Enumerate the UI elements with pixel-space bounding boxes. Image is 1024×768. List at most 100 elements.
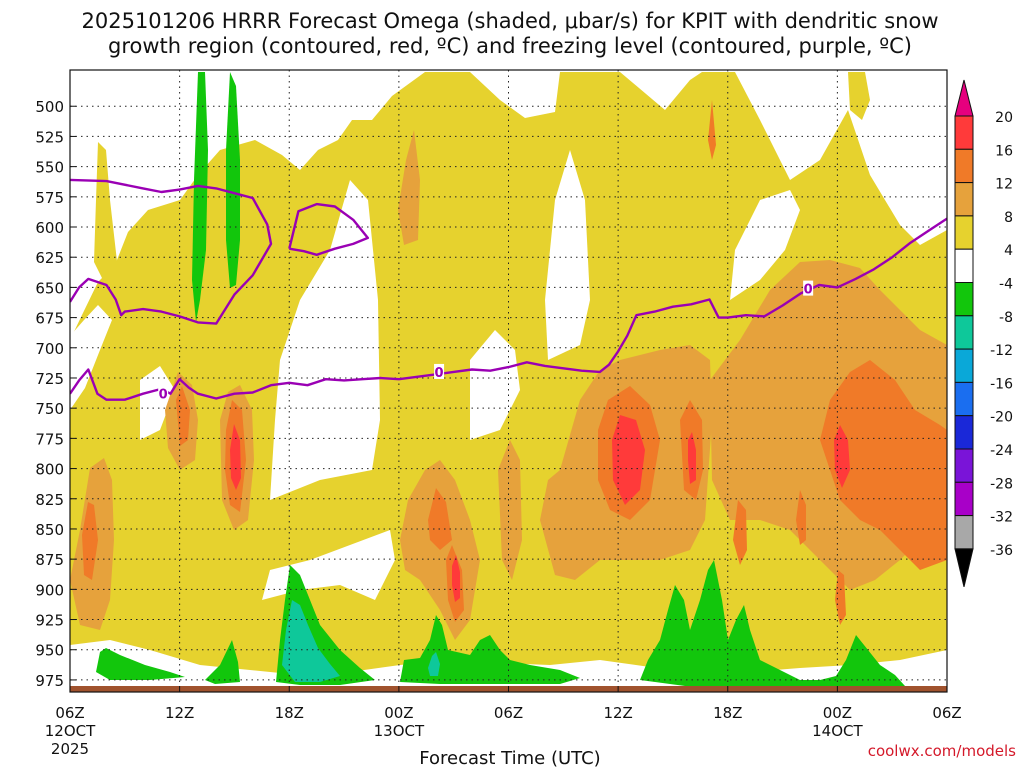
omega-shade [452,555,460,602]
x-tick-label: 00Z [384,704,413,722]
grid-lines [70,70,947,692]
freezing-level-label: 0 [159,388,168,403]
omega-shade [428,652,440,676]
omega-shade [428,488,452,550]
chart-title-line-2: growth region (contoured, red, ºC) and f… [108,34,912,58]
freezing-label-bg [434,363,445,379]
colorbar-swatch [954,148,974,184]
colorbar-swatch [954,182,974,217]
y-tick-label: 825 [35,491,64,509]
omega-gap [270,180,380,500]
x-tick-label: 06Z [932,704,961,722]
omega-shade [398,130,420,245]
freezing-level-label: 0 [804,283,813,298]
colorbar-swatch [954,215,974,250]
x-tick-label: 18Z [713,704,742,722]
credit-text: coolwx.com/models [868,742,1016,760]
freezing-label-bg [158,385,169,401]
x-axis-title: Forecast Time (UTC) [419,748,600,768]
colorbar-swatch [954,115,974,150]
freezing-label-bg [803,280,814,296]
colorbar-level-label: -32 [990,510,1013,526]
colorbar-level-label: -36 [990,543,1013,559]
omega-shade [400,615,580,684]
omega-shade [835,570,846,625]
colorbar-level-label: -28 [990,476,1013,492]
y-tick-label: 875 [35,551,64,569]
omega-shade [848,72,870,120]
colorbar-swatch [954,282,974,317]
omega-shade [96,648,185,680]
x-tick-label: 06Z [494,704,523,722]
freezing-level-pocket [288,202,369,256]
x-tick-label: 12Z [603,704,632,722]
omega-shade [733,500,747,565]
y-tick-label: 850 [35,521,64,539]
y-tick-label: 675 [35,310,64,328]
y-tick-label: 750 [35,400,64,418]
y-tick-label: 975 [35,672,64,690]
omega-shade [640,560,905,688]
y-tick-label: 800 [35,461,64,479]
omega-shade [688,432,696,484]
y-tick-label: 925 [35,612,64,630]
omega-gap [545,150,590,360]
y-tick-label: 550 [35,159,64,177]
freezing-level-contours: 0 0 0 [70,178,947,403]
y-tick-label: 650 [35,279,64,297]
colorbar-level-label: 16 [995,143,1013,159]
omega-gap [470,330,520,440]
colorbar-swatch [954,381,974,417]
pressure-axis: 500 525 550 575 600 625 650 675 700 725 750 775 800 8… [35,98,76,690]
x-tick-label: 06Z [55,704,84,722]
omega-shade [230,424,241,490]
omega-shade [820,360,947,570]
x-tick-label: 12OCT [45,722,96,740]
colorbar-level-label: -20 [990,410,1013,426]
x-tick-label: 2025 [51,740,89,758]
x-tick-label: 00Z [823,704,852,722]
y-tick-label: 700 [35,340,64,358]
omega-shade [708,100,716,160]
y-tick-label: 500 [35,98,64,116]
colorbar-level-label: -8 [999,310,1013,326]
omega-shade [94,142,118,282]
omega-gap [140,366,175,440]
omega-gap [70,305,112,410]
omega-shade [192,72,208,322]
colorbar-bottom-arrow [954,548,974,588]
y-tick-label: 600 [35,219,64,237]
colorbar-level-label: 20 [995,110,1013,126]
colorbar-swatch [954,315,974,350]
colorbar: 20 16 12 8 4 -4 -8 -12 -16 -20 -24 -28 -32 -36 [954,79,1013,588]
colorbar-swatch [954,415,974,450]
y-tick-label: 625 [35,249,64,267]
omega-shade [282,600,340,682]
colorbar-level-label: -24 [990,443,1013,459]
colorbar-level-label: 12 [995,177,1013,193]
colorbar-swatch [954,248,974,283]
colorbar-swatch [954,515,974,550]
freezing-level-label: 0 [435,366,444,381]
chart-title-line-1: 2025101206 HRRR Forecast Omega (shaded, … [82,9,939,33]
y-tick-label: 575 [35,189,64,207]
y-tick-label: 725 [35,370,64,388]
colorbar-swatch [954,481,974,517]
omega-shade [498,440,522,580]
x-tick-label: 14OCT [812,722,863,740]
plot-area: 0 0 0 [70,70,947,692]
colorbar-level-label: -4 [999,277,1013,293]
y-tick-label: 525 [35,128,64,146]
x-tick-label: 13OCT [374,722,425,740]
freezing-level-upper [70,178,273,325]
omega-shade [834,425,850,488]
colorbar-level-label: 4 [1004,243,1013,259]
colorbar-swatch [954,448,974,483]
x-tick-label: 12Z [165,704,194,722]
omega-gap [730,190,800,300]
y-tick-label: 950 [35,642,64,660]
y-tick-label: 900 [35,581,64,599]
x-tick-label: 18Z [275,704,304,722]
colorbar-level-label: 8 [1004,210,1013,226]
